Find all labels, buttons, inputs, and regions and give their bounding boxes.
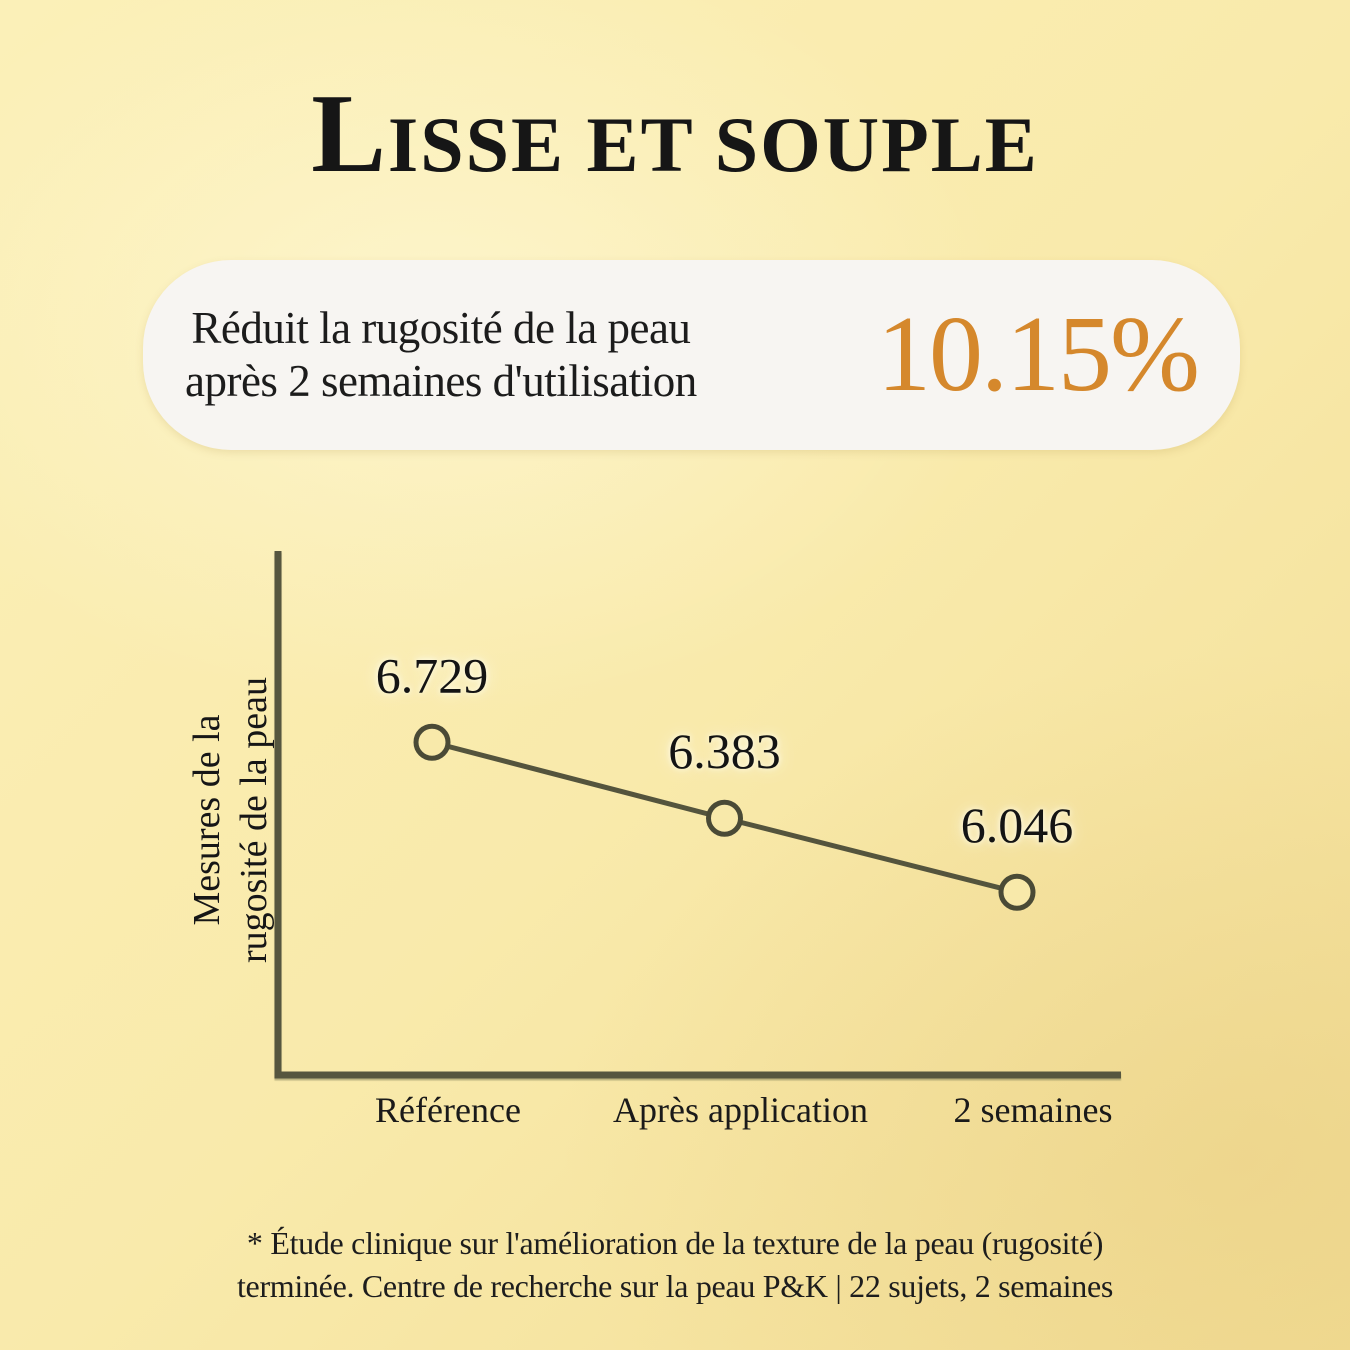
highlight-text-line2: après 2 semaines d'utilisation [185,356,697,406]
data-point [413,723,451,761]
point-value-label: 6.729 [376,647,489,703]
page-title: Lisse et souple [311,72,1039,196]
footnote-line2: terminée. Centre de recherche sur la pea… [236,1268,1114,1304]
footnote-line1: * Étude clinique sur l'amélioration de l… [246,1225,1104,1261]
x-tick-label: Référence [375,1090,521,1130]
data-point [998,873,1036,911]
chart-axes [274,551,1121,1079]
highlight-percentage: 10.15% [877,295,1200,414]
point-value-label: 6.383 [668,723,781,779]
x-tick-label: 2 semaines [954,1090,1113,1130]
highlight-text-line1: Réduit la rugosité de la peau [191,303,691,353]
footnote: * Étude clinique sur l'amélioration de l… [0,1222,1350,1308]
x-tick-label: Après application [613,1090,868,1130]
data-point [706,799,743,837]
highlight-text: Réduit la rugosité de la peau après 2 se… [185,302,697,408]
highlight-card: Réduit la rugosité de la peau après 2 se… [143,260,1240,450]
point-value-label: 6.046 [961,797,1074,853]
